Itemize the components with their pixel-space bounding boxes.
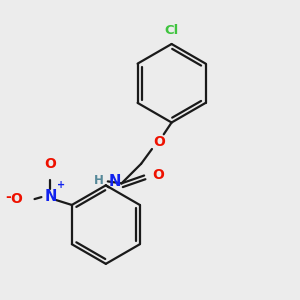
Text: N: N xyxy=(109,174,121,189)
Text: O: O xyxy=(152,167,164,182)
Text: H: H xyxy=(94,174,104,187)
Text: O: O xyxy=(10,192,22,206)
Text: O: O xyxy=(44,157,56,171)
Text: N: N xyxy=(45,189,57,204)
Text: +: + xyxy=(57,180,65,190)
Text: O: O xyxy=(153,135,165,149)
Text: Cl: Cl xyxy=(164,24,179,37)
Text: -: - xyxy=(5,190,11,204)
